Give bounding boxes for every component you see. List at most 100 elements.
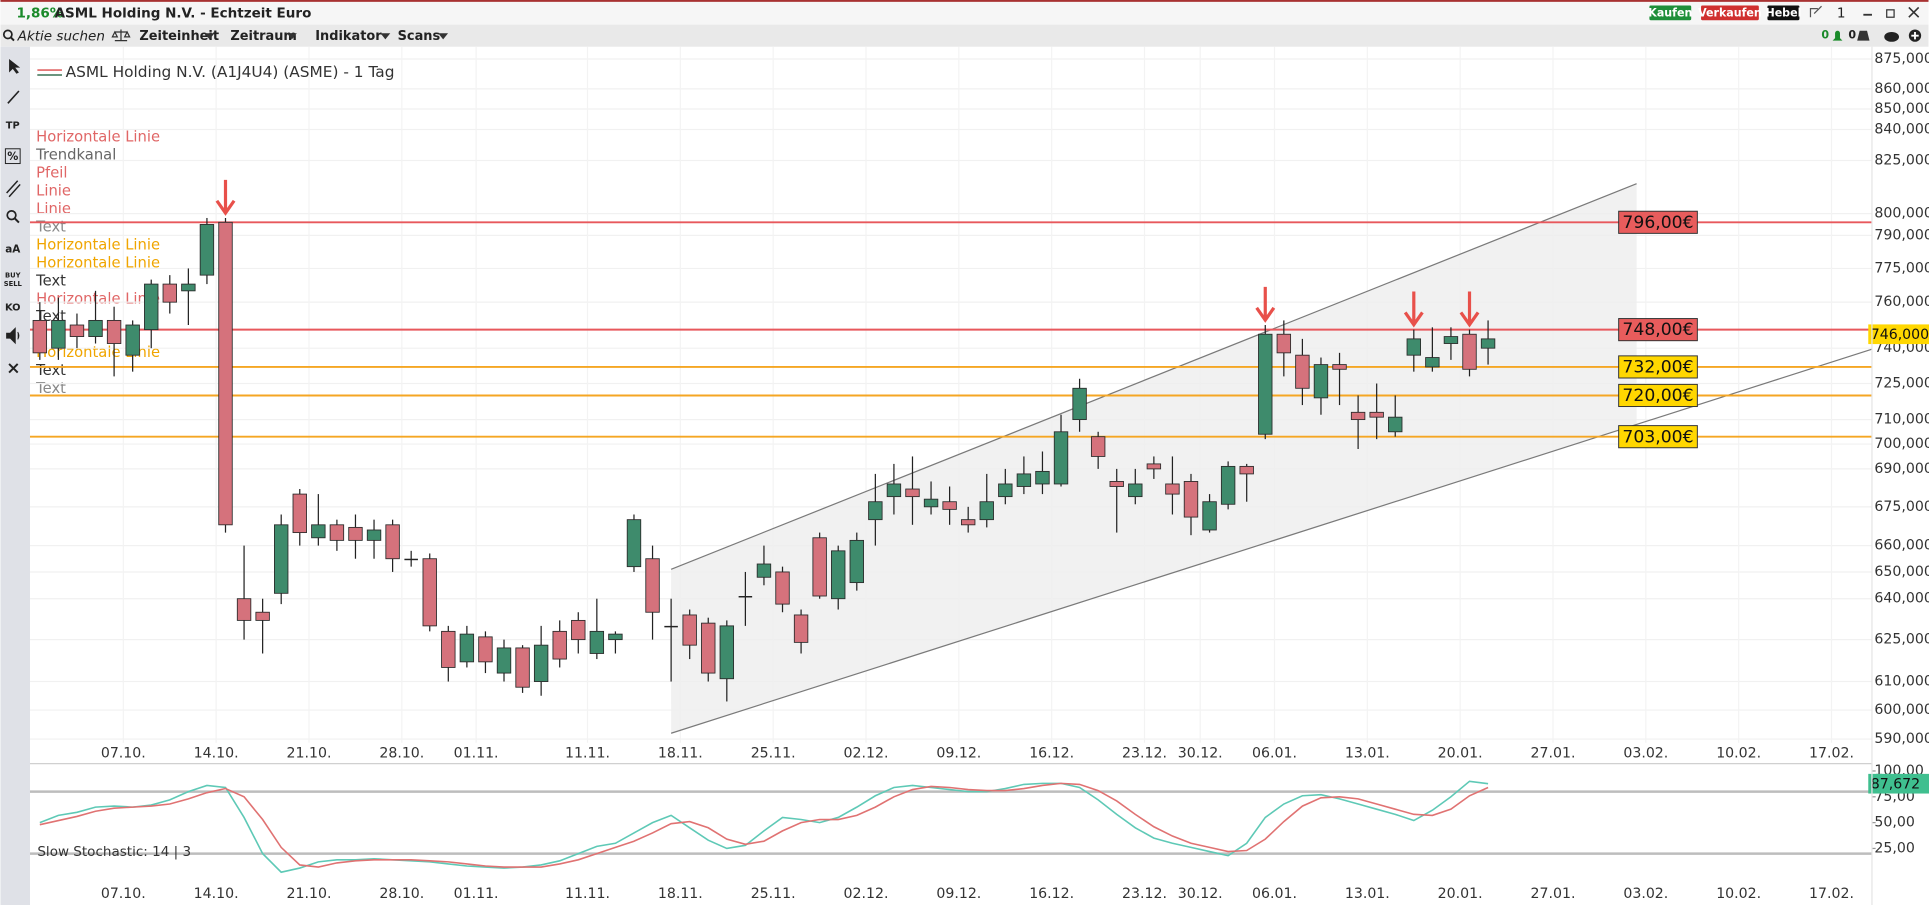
pointer-tool[interactable] [9,59,21,74]
alert-count: 0 [1821,29,1829,42]
candle-body [979,501,994,521]
x-tick-label: 01.11. [454,886,499,902]
candle-body [1109,481,1124,487]
lever-button[interactable] [1767,5,1800,21]
y-tick-label: 775,000 [1874,260,1929,276]
title-bar [0,0,1929,25]
y-tick-label: 25,00 [1874,840,1914,856]
level-label: 732,00€ [1622,358,1693,378]
text-tool[interactable]: aA [5,244,21,256]
close-icon[interactable] [1908,6,1920,18]
x-tick-label: 01.11. [454,746,499,762]
candle-body [1183,481,1199,518]
zoom-tool-handle[interactable] [13,217,20,224]
y-tick-label: 740,000 [1874,340,1929,356]
x-tick-label: 30.12. [1178,886,1223,902]
x-tick-label: 09.12. [936,746,981,762]
drawing-entry: Pfeil [36,165,67,182]
candle-body [1480,338,1496,349]
percent-tool[interactable]: % [7,150,18,163]
level-label-box [1618,383,1698,408]
last-value-box [1868,773,1929,794]
candle-body [960,519,976,526]
channel-tool[interactable] [6,180,21,198]
dropdown-arrow[interactable] [204,33,215,40]
candle-body [998,483,1013,498]
last-price-label: 746,000 [1871,327,1929,343]
drawing-entry: Horizontale Linie [36,290,160,307]
menu-item[interactable]: Zeitraum [230,29,296,44]
candle-body [682,614,697,646]
bag-icon[interactable] [1857,30,1870,41]
candle-body [831,550,846,600]
candle-body [1035,470,1050,485]
menu-bar [0,24,1929,47]
sound-tool[interactable] [6,327,20,345]
last-value-label: 87,672 [1871,776,1920,792]
sell-tool[interactable]: SELL [4,280,23,288]
candle-body [199,224,215,276]
zoom-tool[interactable] [6,210,17,221]
candle-body [849,539,864,584]
ko-tool[interactable]: KO [5,302,21,313]
drawing-entry: Linie [36,183,71,200]
drawing-entry: Text [35,362,66,379]
x-tick-label: 10.02. [1716,886,1761,902]
lever-label[interactable]: Hebel [1765,7,1801,20]
x-tick-label: 13.01. [1345,746,1390,762]
buy-tool[interactable]: BUY [5,271,21,279]
share-icon[interactable] [1809,5,1822,18]
indicator-line [39,780,1489,874]
menu-item[interactable]: Scans [398,29,441,44]
x-tick-label: 23.12. [1122,746,1167,762]
chart-title: ASML Holding N.V. (A1J4U4) (ASME) - 1 Ta… [66,63,395,81]
candle-body [125,324,140,356]
cloud-icon[interactable] [1884,31,1900,42]
x-tick-label: 20.01. [1438,886,1483,902]
line-tool[interactable] [7,90,20,104]
x-tick-label: 23.12. [1122,886,1167,902]
y-tick-label: 825,000 [1874,153,1929,169]
candle-body [1350,411,1366,421]
dropdown-arrow[interactable] [438,33,449,40]
tp-tool[interactable]: TP [6,120,20,131]
search-field[interactable]: Aktie suchen [17,28,105,44]
x-tick-label: 18.11. [658,746,703,762]
add-icon-sign[interactable] [1911,31,1919,40]
title-bar-edge [0,0,1929,2]
candle-body [1165,483,1180,495]
x-tick-label: 06.01. [1252,746,1297,762]
candle-body [311,524,326,539]
drawing-entry: Horizontale Linie [36,129,160,146]
menu-item[interactable]: Zeiteinheit [139,29,219,44]
menu-item[interactable]: Indikator [315,29,382,44]
x-tick-label: 06.01. [1252,886,1297,902]
y-tick-label: 860,000 [1874,81,1929,97]
bell-icon[interactable] [1832,30,1843,41]
buy-button[interactable] [1649,5,1692,21]
candle-body [1295,354,1310,389]
candle-body [1053,431,1069,485]
y-tick-label: 790,000 [1874,227,1929,243]
maximize-icon[interactable] [1886,9,1895,18]
percent-tool-frame[interactable] [4,148,21,165]
candle-body [701,622,716,674]
delete-tool[interactable] [8,363,19,374]
chart-area: Horizontale LinieTrendkanalPfeilLinieLin… [29,46,1929,902]
x-tick-label: 02.12. [844,746,889,762]
x-tick-label: 21.10. [287,746,332,762]
candle-body [348,526,363,541]
candle-body [626,519,642,568]
sell-label[interactable]: Verkaufen [1698,7,1762,20]
level-label: 720,00€ [1622,386,1693,406]
buy-label[interactable]: Kaufen [1648,7,1692,20]
candle-body [1072,387,1087,421]
x-tick-label: 30.12. [1178,746,1223,762]
dropdown-arrow[interactable] [286,33,297,40]
dropdown-arrow[interactable] [380,33,391,40]
drawing-entry: Text [35,380,66,397]
y-tick-label: 725,000 [1874,376,1929,392]
drawing-entry: Linie [36,201,71,218]
last-price-box [1868,324,1929,345]
sell-button[interactable] [1701,5,1759,21]
